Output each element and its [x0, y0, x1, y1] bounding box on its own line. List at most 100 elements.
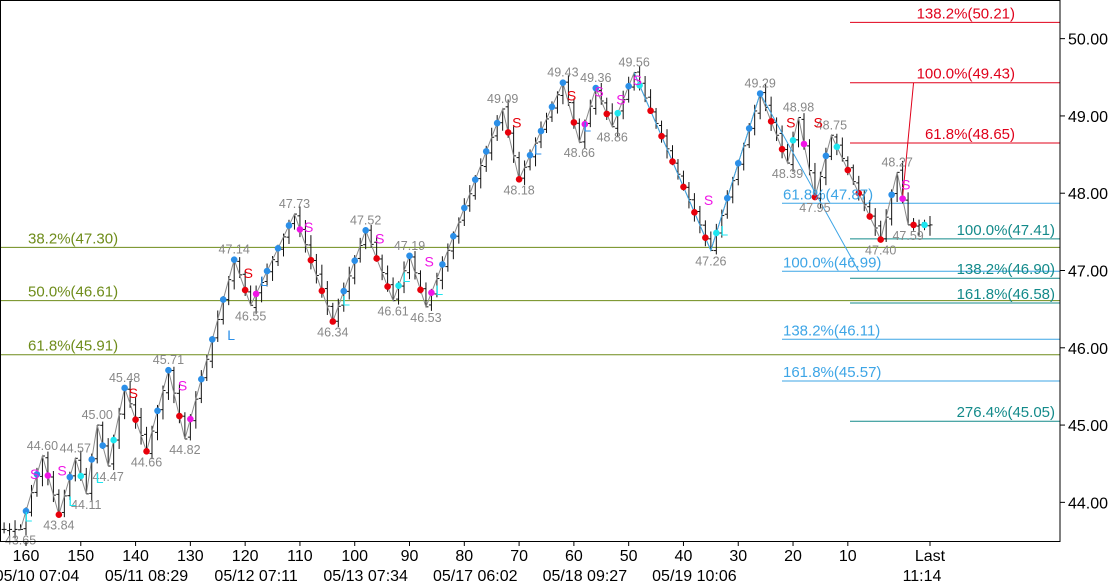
signal-marker: S	[633, 72, 642, 88]
y-tick-label: 44.00	[1068, 495, 1108, 512]
swing-label: 48.66	[564, 146, 595, 160]
signal-marker: S	[567, 87, 576, 103]
trend-dot	[570, 119, 578, 126]
trend-dots	[22, 79, 928, 519]
x-tick-label: 120	[232, 548, 259, 565]
trend-dot	[143, 448, 150, 455]
trend-dot	[559, 79, 567, 86]
trend-dot	[636, 82, 643, 89]
trend-dot	[680, 183, 687, 191]
signal-marker: S	[244, 265, 253, 281]
fib-label: 161.8%(45.57)	[783, 364, 881, 381]
trend-dot	[384, 283, 391, 290]
swing-label: 48.39	[772, 167, 803, 181]
fib-label: 38.2%(47.30)	[28, 230, 118, 247]
trend-dot	[603, 110, 611, 118]
trend-dot	[208, 336, 216, 343]
trend-dot	[778, 145, 786, 153]
trend-dot	[800, 140, 808, 148]
fib-label: 100.0%(47.41)	[957, 222, 1055, 239]
trend-dot	[230, 256, 238, 263]
date-label: 05/12 07:11	[214, 568, 297, 585]
trend-dot	[219, 296, 227, 303]
trend-dot	[55, 511, 63, 519]
trend-dot	[187, 415, 194, 423]
swing-label: 46.34	[317, 326, 348, 340]
x-tick-label: 140	[122, 548, 149, 565]
x-tick-label: 110	[287, 548, 313, 565]
date-label: 05/11 08:29	[105, 568, 188, 585]
trend-dot	[406, 252, 413, 260]
swing-label: 48.86	[597, 131, 628, 145]
trend-dot	[285, 222, 293, 229]
trend-dot	[482, 148, 490, 155]
swing-label: 45.00	[82, 408, 113, 422]
y-tick-label: 49.00	[1068, 109, 1108, 126]
x-tick-label: 160	[13, 548, 40, 565]
trend-dot	[767, 118, 775, 125]
swing-label: 44.57	[60, 441, 91, 455]
swing-label: 48.18	[503, 183, 534, 197]
swing-label: 46.61	[377, 305, 408, 319]
trend-dot	[702, 234, 709, 242]
trend-dot	[822, 152, 830, 160]
swing-label: 48.75	[816, 118, 847, 132]
x-tick-label: 100	[341, 548, 368, 565]
fib-label: 100.0%(46.99)	[783, 254, 881, 271]
x-tick-label: 130	[177, 548, 204, 565]
trend-dot	[910, 221, 917, 229]
swing-label: 47.95	[799, 201, 830, 215]
swing-label: 47.26	[695, 254, 726, 268]
candle	[576, 118, 582, 143]
y-tick-label: 47.00	[1068, 264, 1108, 281]
signal-marker: S	[594, 84, 603, 100]
signal-marker: S	[424, 254, 433, 270]
trend-dot	[844, 166, 852, 174]
swing-label: 43.84	[43, 519, 74, 533]
swing-label: 44.47	[93, 470, 124, 484]
trend-dot	[745, 125, 753, 132]
signal-marker: S	[813, 115, 822, 131]
trend-dot	[88, 456, 96, 463]
projection-line	[902, 82, 915, 198]
trend-dot	[658, 132, 665, 140]
trend-dot	[855, 189, 863, 197]
signal-marker: S	[375, 230, 384, 246]
candle	[927, 216, 933, 236]
swing-label: 43.65	[5, 533, 36, 547]
trend-dot	[713, 229, 720, 237]
trend-dot	[461, 204, 468, 212]
swing-label: 48.27	[881, 155, 912, 169]
swing-label: 47.19	[394, 239, 425, 253]
trend-dot	[351, 257, 359, 265]
trend-dot	[734, 159, 742, 167]
fib-label: 100.0%(49.43)	[917, 66, 1015, 83]
x-tick-label: 50	[620, 548, 638, 565]
trend-dot	[307, 256, 315, 264]
candle	[796, 116, 802, 148]
date-label: 05/17 06:02	[433, 568, 518, 585]
signal-marker: L	[435, 282, 443, 298]
x-tick-label: 70	[510, 548, 528, 565]
swing-label: 49.29	[745, 77, 776, 91]
signal-marker: L	[227, 327, 235, 343]
trend-dot	[340, 287, 348, 295]
fib-label: 138.2%(46.90)	[957, 261, 1055, 278]
trend-dot	[669, 158, 676, 165]
y-tick-label: 50.00	[1068, 32, 1108, 49]
candle	[193, 391, 199, 429]
swing-label: 44.60	[27, 439, 58, 453]
trend-dot	[198, 375, 205, 383]
fibonacci-labels: 38.2%(47.30) 50.0%(46.61) 61.8%(45.91) 138.…	[28, 5, 1055, 421]
trend-dot	[789, 136, 797, 144]
candle	[905, 192, 911, 226]
trend-dot	[274, 244, 282, 252]
x-tick-label: 60	[565, 548, 583, 565]
candle	[165, 369, 171, 400]
date-label: 05/19 10:06	[652, 568, 737, 585]
swing-label: 46.55	[235, 309, 266, 323]
candle	[335, 298, 341, 328]
trend-dot	[877, 236, 884, 243]
date-label: 05/10 07:04	[0, 568, 79, 585]
